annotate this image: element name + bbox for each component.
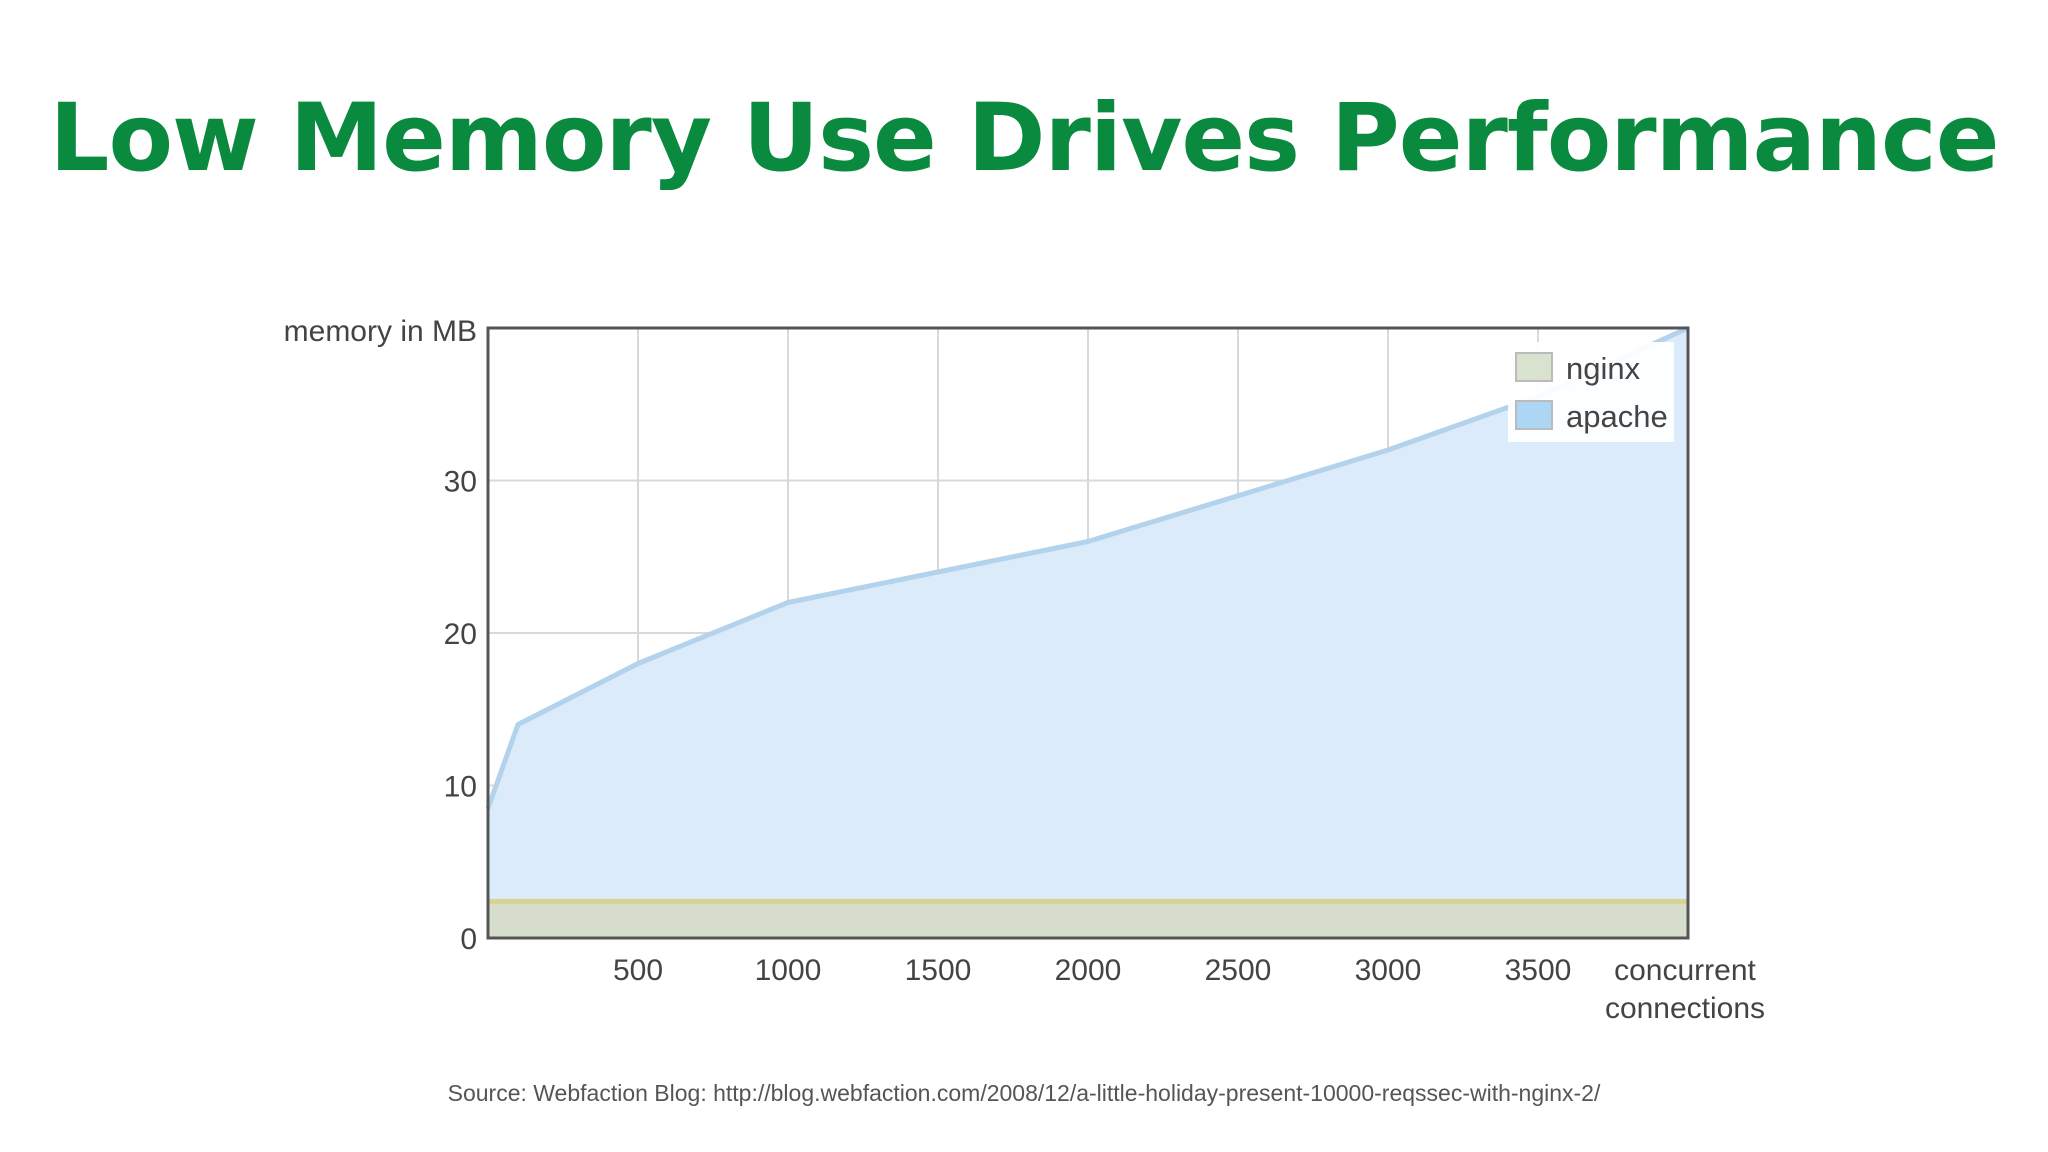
- legend-swatch-nginx: [1515, 352, 1553, 382]
- y-tick-30: 30: [444, 466, 477, 499]
- source-citation: Source: Webfaction Blog: http://blog.web…: [447, 1080, 1601, 1106]
- tick-labels: 500 1000 1500 2000 2500 3000 3500 0 10 20 30: [444, 466, 1572, 988]
- x-tick-2000: 2000: [1055, 954, 1122, 987]
- x-tick-1000: 1000: [755, 954, 822, 987]
- x-tick-500: 500: [613, 954, 663, 987]
- legend: nginx apache: [1508, 342, 1674, 442]
- x-tick-1500: 1500: [905, 954, 972, 987]
- series-areas: [485, 325, 1690, 938]
- x-axis-label: concurrent connections: [1605, 954, 1765, 1025]
- x-tick-3500: 3500: [1505, 954, 1572, 987]
- legend-label-apache: apache: [1566, 399, 1668, 434]
- area-nginx: [488, 901, 1688, 938]
- x-axis-label-line-1: concurrent: [1614, 954, 1756, 987]
- slide-title: Low Memory Use Drives Performance: [49, 84, 2000, 193]
- x-axis-label-line-2: connections: [1605, 992, 1765, 1025]
- y-tick-20: 20: [444, 618, 477, 651]
- legend-swatch-apache: [1515, 400, 1553, 430]
- y-tick-10: 10: [444, 771, 477, 804]
- x-tick-2500: 2500: [1205, 954, 1272, 987]
- line-apache: [485, 325, 1690, 810]
- y-axis-label: memory in MB: [284, 315, 477, 348]
- plot-frame: [486, 326, 1690, 940]
- y-tick-0: 0: [460, 923, 477, 956]
- x-tick-3000: 3000: [1355, 954, 1422, 987]
- legend-label-nginx: nginx: [1566, 351, 1641, 386]
- area-apache: [488, 328, 1688, 938]
